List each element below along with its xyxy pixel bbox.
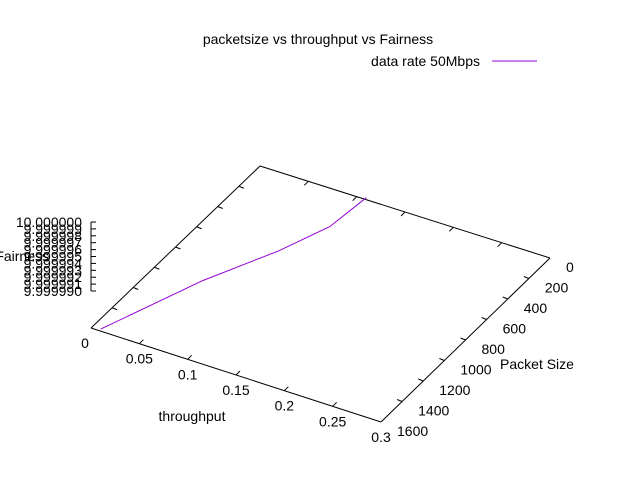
z-tick-label: 9.999991: [24, 276, 83, 292]
y-tick-mark: [396, 399, 403, 402]
x-tick-mark: [138, 339, 144, 345]
x-tick-label: 0.25: [319, 413, 346, 429]
series-line: [100, 197, 367, 330]
z-tick-label: 9.999994: [24, 255, 83, 271]
y-tick-label: 1200: [439, 382, 470, 398]
xlabel: throughput: [159, 408, 226, 424]
x-tick-label: 0.3: [371, 429, 391, 445]
y-tick-mark: [439, 358, 445, 361]
y-tick-mark: [460, 337, 466, 341]
x-tick-label: 0.05: [126, 351, 153, 367]
back-tick-mark: [400, 211, 406, 217]
y-tick-label: 1400: [418, 403, 449, 419]
y-tick-label: 200: [545, 280, 569, 296]
back-tick-mark: [175, 246, 181, 250]
z-tick-label: 9.999999: [24, 221, 83, 237]
y-tick-label: 1600: [397, 423, 428, 439]
z-tick-label: 9.999998: [24, 228, 83, 244]
z-tick-label: 9.999997: [24, 235, 83, 251]
z-tick-label: 10.000000: [16, 214, 82, 230]
axes-box: [90, 165, 551, 423]
y-tick-label: 1000: [460, 362, 491, 378]
back-tick-mark: [238, 185, 245, 189]
y-tick-mark: [502, 296, 508, 300]
legend-label: data rate 50Mbps: [371, 53, 480, 69]
chart-title: packetsize vs throughput vs Fairness: [203, 31, 433, 47]
y-tick-mark: [481, 317, 487, 320]
z-tick-label: 9.999990: [24, 283, 83, 299]
back-tick-mark: [448, 226, 454, 232]
y-tick-label: 0: [566, 259, 574, 275]
x-tick-label: 0.2: [275, 398, 295, 414]
back-tick-mark: [154, 266, 160, 270]
z-tick-label: 9.999992: [24, 269, 83, 285]
tick-group: 0 0.05 0.1 0.15 0.2 0.25 0.3 0 200 400 600 800 1000 1…: [16, 180, 574, 445]
back-tick-mark: [133, 287, 139, 290]
x-tick-mark: [235, 370, 241, 376]
x-tick-label: 0.15: [222, 382, 249, 398]
back-tick-mark: [196, 226, 202, 230]
x-tick-mark: [187, 354, 193, 360]
x-tick-mark: [283, 386, 289, 392]
y-tick-label: 400: [524, 300, 548, 316]
z-tick-label: 9.999995: [24, 249, 83, 265]
back-tick-mark: [497, 242, 503, 248]
back-tick-mark: [217, 206, 223, 209]
x-tick-label: 0: [81, 335, 89, 351]
z-tick-label: 9.999993: [24, 262, 83, 278]
back-tick-mark: [352, 196, 358, 202]
back-tick-mark: [303, 180, 309, 186]
ylabel: Packet Size: [500, 356, 574, 372]
legend: data rate 50Mbps: [371, 53, 537, 69]
x-tick-mark: [332, 401, 338, 407]
y-tick-label: 600: [503, 321, 527, 337]
y-tick-mark: [418, 378, 424, 382]
back-tick-mark: [111, 307, 118, 311]
y-tick-mark: [523, 276, 530, 279]
x-tick-label: 0.1: [178, 366, 198, 382]
zlabel: Fairness: [0, 248, 49, 264]
z-tick-label: 9.999996: [24, 242, 83, 258]
y-tick-label: 800: [482, 341, 506, 357]
